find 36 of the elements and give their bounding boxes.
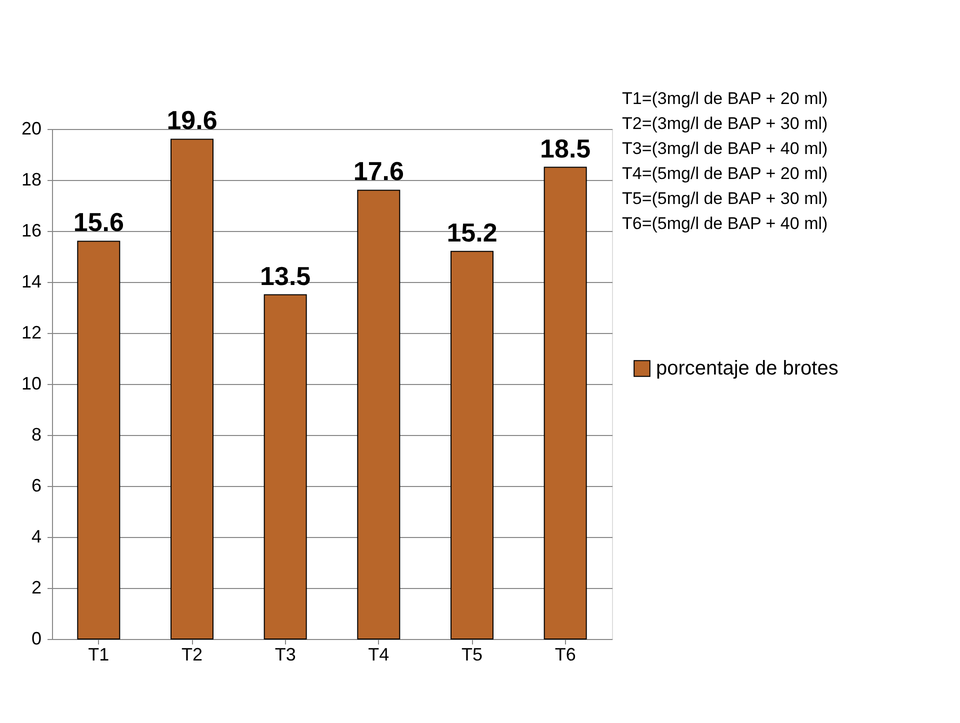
x-tick-label: T3: [274, 644, 296, 664]
bar: [357, 190, 400, 640]
y-tick-label: 14: [21, 272, 42, 292]
y-tick-label: 20: [21, 118, 42, 138]
data-label: 15.2: [446, 217, 498, 248]
data-label: 15.6: [73, 207, 124, 238]
text: T5=(5mg/l de BAP + 30 ml): [622, 189, 828, 208]
text: T3=(3mg/l de BAP + 40 ml): [622, 139, 828, 158]
bar: [450, 250, 494, 640]
x-tick-label: T1: [88, 644, 110, 664]
y-tick-label: 16: [21, 220, 42, 240]
bar: [264, 294, 307, 640]
x-tick-label: T2: [181, 644, 203, 664]
data-label: 13.5: [260, 260, 311, 291]
y-tick-label: 2: [31, 578, 42, 598]
x-tick-label: T6: [554, 644, 576, 664]
data-label: 17.6: [353, 156, 404, 186]
x-tick-label: T5: [461, 644, 483, 664]
y-tick-label: 0: [31, 628, 42, 648]
bar: [170, 138, 214, 640]
y-tick-label: 4: [31, 526, 42, 546]
bar: [77, 240, 120, 640]
y-tick-label: 8: [31, 424, 42, 444]
y-tick-label: 10: [21, 374, 42, 394]
x-tick-label: T4: [368, 644, 390, 664]
text: T4=(5mg/l de BAP + 20 ml): [622, 164, 828, 183]
text: T1=(3mg/l de BAP + 20 ml): [622, 89, 828, 108]
y-tick-label: 18: [21, 170, 42, 190]
text: T2=(3mg/l de BAP + 30 ml): [622, 114, 828, 133]
bar: [544, 166, 587, 640]
text: T6=(5mg/l de BAP + 40 ml): [622, 214, 828, 233]
data-label: 19.6: [166, 105, 218, 136]
y-tick-label: 6: [31, 476, 42, 496]
y-tick-label: 12: [21, 322, 42, 342]
legend-label: porcentaje de brotes: [656, 358, 838, 380]
data-label: 18.5: [540, 133, 591, 164]
